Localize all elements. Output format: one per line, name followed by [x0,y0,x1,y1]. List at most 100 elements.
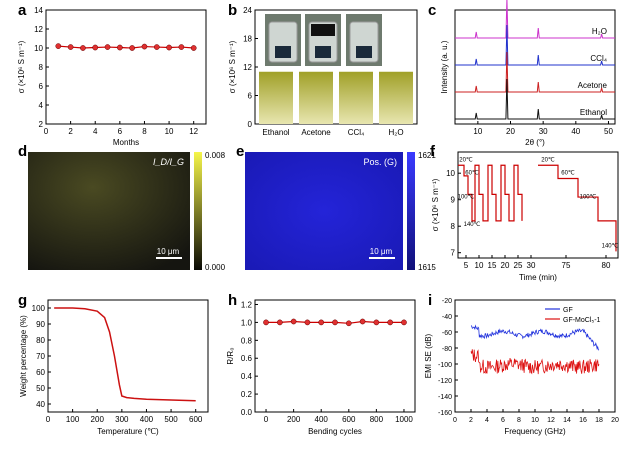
panel-a-point [116,44,123,51]
panel-f-ticklabel: 5 [464,261,469,270]
panel-label-i: i [428,292,433,309]
panel-h-point [345,320,352,327]
panel-c-legend: CCl₄ [590,54,607,63]
panel-g-series-line [54,307,196,402]
panel-b-bar [379,71,413,124]
panel-c-series-0 [455,0,615,39]
panel-b-bar [259,71,293,124]
panel-f-step-line [538,164,617,252]
panel-a-point [129,45,136,51]
panel-label-f: f [430,143,435,160]
panel-g-xlabel: Temperature (℃) [97,427,159,436]
panel-i-series-gf [470,324,600,351]
panel-b-category: Acetone [301,128,331,137]
panel-g-x-ticklabel: 600 [189,415,203,424]
panel-f-ylabel: σ (×10⁶ S m⁻¹) [431,178,440,231]
panel-f-temp-label: 60℃ [465,171,479,177]
panel-h-y-ticklabel: 0.8 [241,336,253,345]
panel-f-ticklabel: 75 [562,261,571,270]
panel-c-legend: Ethanol [580,108,607,117]
panel-f-cycle-line [458,164,523,222]
panel-g-y-ticklabel: 70 [36,352,45,361]
panel-a-point [92,44,99,51]
panel-f-y-ticklabel: 8 [451,222,456,231]
panel-a-y-ticklabel: 6 [39,82,44,91]
panel-g-x-ticklabel: 300 [115,415,129,424]
panel-h-x-ticklabel: 0 [264,415,269,424]
panel-i-ylabel: EMI SE (dB) [424,333,433,378]
panel-g-x-ticklabel: 400 [140,415,154,424]
panel-a-ylabel: σ (×10⁶ S m⁻¹) [17,40,26,93]
panel-h-x-ticklabel: 200 [287,415,301,424]
panel-f-ticklabel: 10 [475,261,484,270]
panel-f-temp-label: 100℃ [458,194,475,200]
panel-h-y-ticklabel: 0.0 [241,408,253,417]
panel-f-temp-label: 20℃ [459,157,473,163]
panel-label-a: a [18,2,27,19]
panel-a-y-ticklabel: 4 [39,101,44,110]
vial-cap-1 [311,24,335,36]
panel-a-y-ticklabel: 8 [39,63,44,72]
panel-h-point [387,319,394,326]
panel-i-x-ticklabel: 18 [595,417,603,424]
panel-d-scalebar-label: 10 μm [157,247,180,256]
panel-a-point [80,45,86,51]
panel-d-label: I_D/I_G [153,157,184,167]
vial-sample-1 [315,46,331,58]
panel-g-x-ticklabel: 0 [46,415,51,424]
panel-g-y-ticklabel: 60 [36,368,45,377]
panel-g-y-ticklabel: 40 [36,400,45,409]
panel-b-category: H₂O [388,128,403,137]
panel-i-x-ticklabel: 8 [517,417,521,424]
panel-a-x-ticklabel: 8 [142,127,147,136]
panel-h-ylabel: R/R₀ [226,347,235,364]
panel-c-x-ticklabel: 20 [506,127,515,136]
panel-h-x-ticklabel: 1000 [395,415,413,424]
panel-h-point [359,318,366,325]
panel-g-frame [47,299,209,413]
panel-i-x-ticklabel: 2 [469,417,473,424]
panel-c-series-3 [455,78,615,120]
panel-a-y-ticklabel: 2 [39,120,44,129]
panel-i-y-ticklabel: -160 [438,410,452,417]
panel-a-point [178,44,185,50]
panel-f-frame [457,151,619,259]
panel-h-point [318,319,325,326]
panel-a-point [141,43,148,50]
vial-sample-2 [356,46,372,58]
panel-f-temp-label: 140℃ [602,243,619,249]
panel-f-y-ticklabel: 7 [451,249,456,258]
panel-h-point [332,319,338,326]
panel-c-legend: Acetone [578,81,608,90]
panel-g-x-ticklabel: 100 [66,415,80,424]
panel-h-point [290,318,297,325]
panel-a-xlabel: Months [113,138,139,147]
panel-a-point [67,44,74,50]
panel-i-x-ticklabel: 10 [531,417,539,424]
panel-b-y-ticklabel: 24 [243,6,252,15]
panel-h-xlabel: Bending cycles [308,427,362,436]
panel-b-y-ticklabel: 6 [248,92,253,101]
panel-f-y-ticklabel: 9 [451,196,456,205]
panel-f-temp-label: 100℃ [580,194,597,200]
panel-c-xlabel: 2θ (°) [525,138,545,147]
panel-f-y-ticklabel: 10 [446,169,455,178]
panel-i-x-ticklabel: 0 [453,417,457,424]
panel-a-frame [45,9,207,125]
panel-b-category: Ethanol [262,128,289,137]
panel-f-ticklabel: 25 [514,261,523,270]
panel-c-series-2 [455,51,615,93]
panel-b-category: CCl₄ [348,128,365,137]
panel-label-d: d [18,143,28,160]
panel-i-y-ticklabel: -100 [438,362,452,369]
panel-h-y-ticklabel: 0.2 [241,390,253,399]
panel-i-x-ticklabel: 14 [563,417,571,424]
panel-e-scalebar-label: 10 μm [370,247,393,256]
panel-i-x-ticklabel: 12 [547,417,555,424]
panel-b-bar [339,71,373,124]
panel-label-b: b [228,2,238,19]
panel-f-ticklabel: 80 [602,261,611,270]
panel-f-ticklabel: 20 [501,261,510,270]
panel-a-point [190,45,197,51]
